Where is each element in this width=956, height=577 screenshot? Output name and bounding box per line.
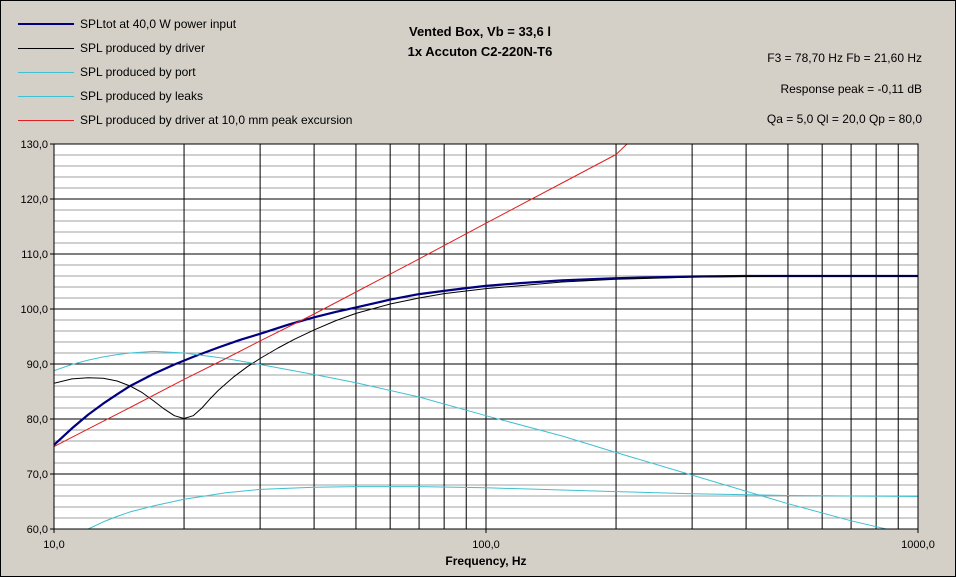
legend-item: SPL produced by driver at 10,0 mm peak e…	[18, 113, 352, 127]
legend-swatch	[18, 47, 74, 49]
legend-label: SPL produced by leaks	[80, 89, 203, 103]
legend-label: SPL produced by port	[80, 65, 196, 79]
y-tick-label: 100,0	[20, 304, 48, 316]
x-tick-label: 10,0	[43, 539, 64, 551]
legend-label: SPL produced by driver at 10,0 mm peak e…	[80, 113, 353, 127]
chart-title: Vented Box, Vb = 33,6 l	[409, 24, 551, 39]
legend-item: SPL produced by driver	[18, 41, 205, 55]
legend-label: SPL produced by driver	[80, 41, 205, 55]
legend-item: SPL produced by leaks	[18, 89, 203, 103]
x-tick-label: 100,0	[472, 539, 500, 551]
y-tick-label: 60,0	[27, 524, 48, 536]
y-tick-label: 120,0	[20, 194, 48, 206]
x-tick-label: 1000,0	[901, 539, 935, 551]
legend-item: SPL produced by port	[18, 65, 196, 79]
series-line-1	[54, 274, 918, 446]
y-tick-label: 130,0	[20, 139, 48, 151]
series-line-2	[54, 275, 918, 419]
info-q-values: Qa = 5,0 Ql = 20,0 Qp = 80,0	[766, 112, 922, 126]
series-line-4	[54, 350, 889, 529]
legend-swatch	[18, 71, 74, 73]
legend-item: SPLtot at 40,0 W power input	[18, 17, 236, 31]
series-line-5	[54, 144, 628, 447]
y-tick-label: 90,0	[27, 359, 48, 371]
info-response-peak: Response peak = -0,11 dB	[780, 82, 922, 96]
info-f3-fb: F3 = 78,70 Hz Fb = 21,60 Hz	[767, 51, 922, 65]
chart-subtitle: 1x Accuton C2-220N-T6	[407, 44, 553, 59]
x-axis-label: Frequency, Hz	[445, 554, 526, 568]
y-tick-label: 80,0	[27, 414, 48, 426]
legend-swatch	[18, 119, 74, 121]
legend-label: SPLtot at 40,0 W power input	[80, 17, 237, 31]
y-tick-label: 70,0	[27, 469, 48, 481]
legend-swatch	[18, 23, 74, 25]
legend-swatch	[18, 95, 74, 97]
y-tick-label: 110,0	[21, 249, 48, 261]
series-line-3	[87, 486, 918, 529]
